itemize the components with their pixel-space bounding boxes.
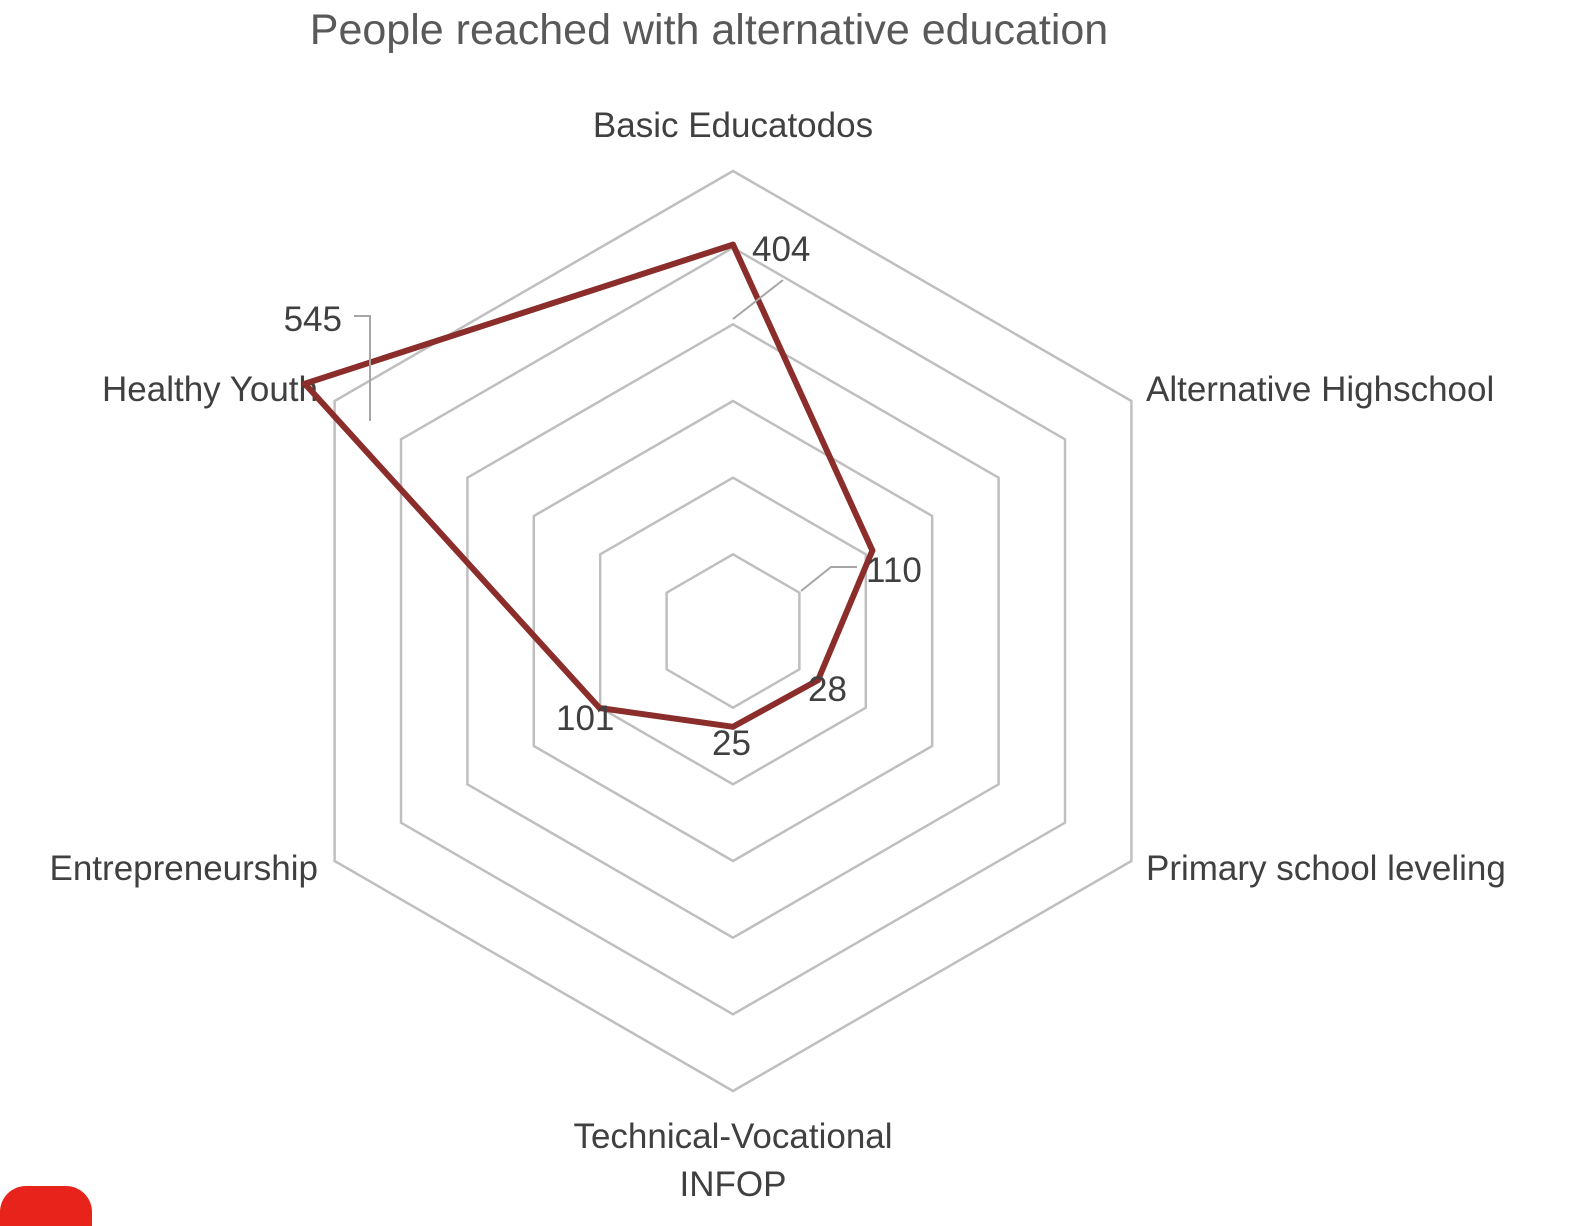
data-label-5: 545	[284, 300, 342, 339]
category-label-5: Healthy Youth	[102, 370, 318, 409]
category-label-line: INFOP	[680, 1165, 787, 1204]
category-label-4: Entrepreneurship	[50, 849, 319, 888]
data-label-0: 404	[752, 230, 810, 269]
category-label-line: Entrepreneurship	[50, 849, 319, 888]
category-label-line: Healthy Youth	[102, 370, 318, 409]
category-label-1: Alternative Highschool	[1146, 370, 1494, 409]
chart-title: People reached with alternative educatio…	[310, 6, 1108, 54]
grid-ring-5	[399, 246, 1067, 1016]
category-label-3: Technical-Vocational INFOP	[573, 1117, 892, 1204]
grid-rings	[333, 169, 1133, 1093]
data-point-2	[815, 677, 821, 684]
data-point-0	[730, 241, 736, 248]
category-labels: Basic Educatodos Alternative Highschool Pr…	[50, 106, 1506, 1204]
leader-line-5	[354, 315, 371, 421]
grid-ring-3	[532, 399, 934, 863]
data-label-4: 101	[556, 699, 614, 738]
data-point-1	[869, 547, 876, 554]
category-label-line: Alternative Highschool	[1146, 370, 1494, 409]
grid-ring-2	[598, 476, 868, 786]
data-point-5	[301, 380, 308, 387]
grid-ring-4	[466, 322, 1000, 940]
category-label-line: Technical-Vocational	[573, 1117, 892, 1156]
category-label-2: Primary school leveling	[1146, 849, 1506, 888]
category-label-line: Basic Educatodos	[593, 106, 873, 145]
data-label-1: 110	[866, 551, 922, 590]
grid-ring-1	[665, 552, 801, 710]
data-label-2: 28	[808, 670, 847, 709]
series-layer	[301, 241, 876, 730]
category-label-line: Primary school leveling	[1146, 849, 1506, 888]
data-labels: 404 110 28 25 101 545	[284, 230, 922, 763]
leader-line-1	[800, 566, 857, 592]
data-point-3	[730, 723, 736, 730]
leader-line-0	[732, 279, 784, 320]
grid-ring-6	[333, 169, 1133, 1093]
data-point-4	[596, 705, 603, 711]
corner-badge-shape	[0, 1186, 92, 1226]
data-label-3: 25	[712, 724, 751, 763]
category-label-0: Basic Educatodos	[593, 106, 873, 145]
